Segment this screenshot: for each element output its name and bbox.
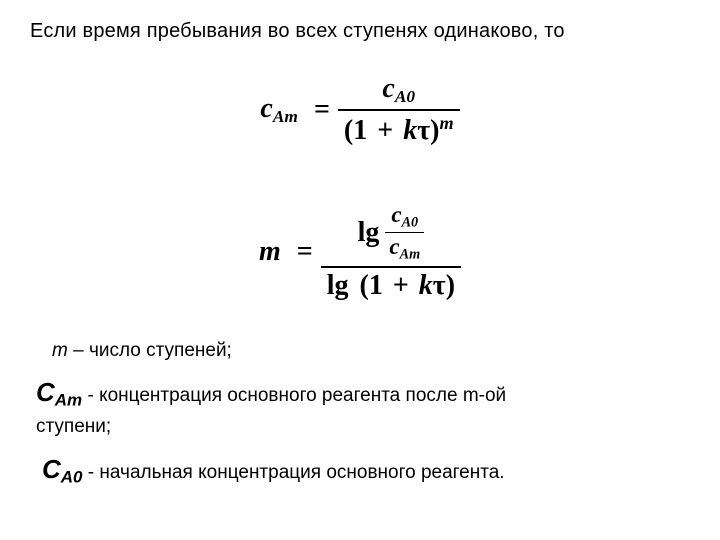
f2-denominator: lg (1 + kτ) [321,266,461,302]
f2-numerator: lg cA0 cAm [352,202,431,266]
f2-inner-den: cAm [385,232,424,263]
f1-lhs: cAm [260,93,298,127]
f2-in-den-c: c [389,234,399,259]
def-m: m – число ступеней; [30,337,690,365]
f2-in-num-sub: A0 [402,214,419,230]
f2-in-den-sub: Am [400,247,421,263]
f1-den-sup: m [439,113,453,133]
f2-den-close: ) [446,270,455,301]
formula-2: m = lg cA0 cAm lg (1 + kτ) [30,202,690,302]
f2-lg2: lg [327,270,349,301]
def-ca0-c: С [42,454,61,484]
f2-in-num-c: c [391,202,401,227]
def-cam-sub: Am [55,391,82,410]
f2-fraction: lg cA0 cAm lg (1 + kτ) [321,202,461,302]
f1-num-c: c [382,73,394,104]
f2-inner-fraction: cA0 cAm [385,202,424,264]
f1-den-open: (1 [344,115,367,146]
def-ca0-sub: A0 [61,467,83,486]
f1-eq: = [314,94,330,126]
def-cam-text-b: ступени; [36,416,111,437]
f1-lhs-sub: Am [273,107,298,126]
def-cam: СAm - концентрация основного реагента по… [30,374,690,440]
intro-text: Если время пребывания во всех ступенях о… [30,20,690,43]
f1-numerator: cA0 [376,73,421,109]
f2-lhs: m [259,236,281,268]
f2-inner-num: cA0 [387,202,422,232]
def-m-text: – число ступеней; [68,340,232,361]
def-ca0-text: - начальная концентрация основного реаге… [83,462,505,483]
f1-den-plus: + [377,115,393,146]
f1-den-tau: τ [417,115,430,146]
f2-lg1: lg [358,217,380,249]
f1-denominator: (1 + kτ)m [338,109,460,147]
def-ca0: СA0 - начальная концентрация основного р… [30,451,690,490]
f1-lhs-c: c [260,93,272,124]
f2-den-plus: + [393,270,409,301]
f2-den-tau: τ [433,270,446,301]
def-m-var: m [52,340,68,361]
f2-den-k: k [419,270,433,301]
def-cam-c: С [36,377,55,407]
f2-den-open: (1 [360,270,383,301]
f1-num-sub: A0 [395,87,415,106]
formula-1: cAm = cA0 (1 + kτ)m [30,73,690,147]
f1-fraction: cA0 (1 + kτ)m [338,73,460,147]
definitions: m – число ступеней; СAm - концентрация о… [30,337,690,490]
f1-den-k: k [403,115,417,146]
def-cam-text-a: - концентрация основного реагента после … [82,385,506,406]
f2-eq: = [297,236,313,268]
